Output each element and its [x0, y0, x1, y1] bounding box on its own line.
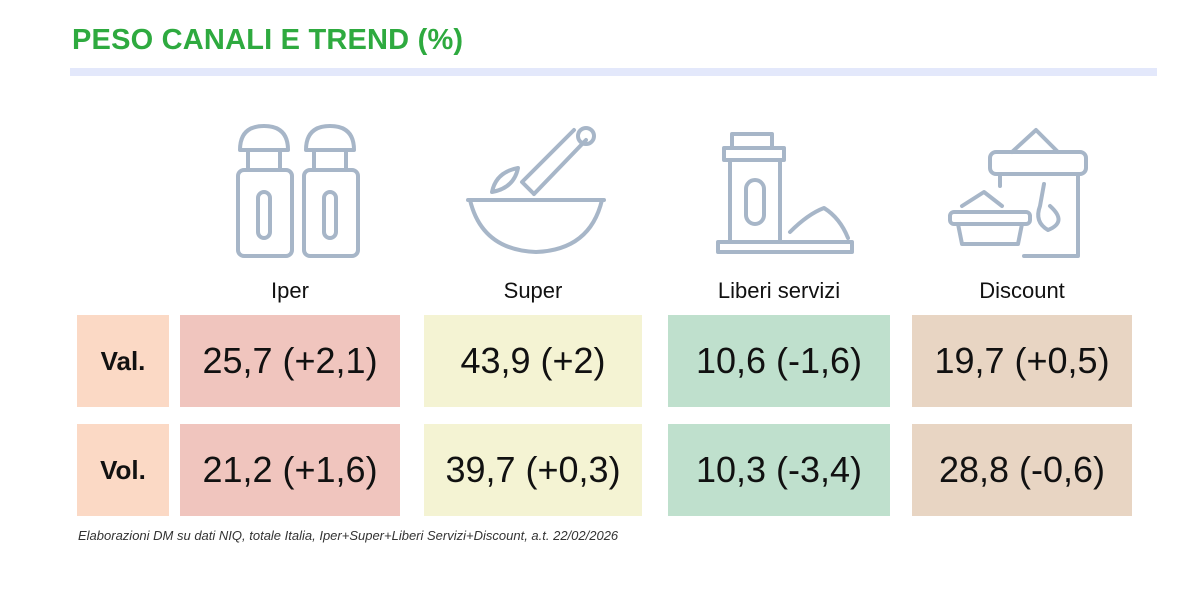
cell-val-discount: 19,7 (+0,5) — [912, 315, 1132, 407]
page-title: PESO CANALI E TREND (%) — [72, 24, 464, 56]
source-footnote: Elaborazioni DM su dati NIQ, totale Ital… — [78, 528, 619, 543]
cell-vol-liberi-servizi: 10,3 (-3,4) — [668, 424, 890, 516]
cell-vol-iper: 21,2 (+1,6) — [180, 424, 400, 516]
spice-jar-icon — [712, 128, 858, 265]
cell-val-iper: 25,7 (+2,1) — [180, 315, 400, 407]
row-label-val: Val. — [77, 315, 169, 407]
column-label-super: Super — [503, 278, 563, 303]
spice-containers-icon — [944, 126, 1094, 267]
title-divider — [70, 68, 1157, 76]
cell-val-super: 43,9 (+2) — [424, 315, 642, 407]
salt-pepper-shakers-icon — [230, 118, 370, 269]
column-label-iper: Iper — [271, 278, 309, 303]
cell-vol-super: 39,7 (+0,3) — [424, 424, 642, 516]
cell-vol-discount: 28,8 (-0,6) — [912, 424, 1132, 516]
column-label-liberi-servizi: Liberi servizi — [717, 278, 841, 303]
mortar-pestle-icon — [462, 122, 612, 267]
row-label-vol: Vol. — [77, 424, 169, 516]
cell-val-liberi-servizi: 10,6 (-1,6) — [668, 315, 890, 407]
column-label-discount: Discount — [979, 278, 1065, 303]
